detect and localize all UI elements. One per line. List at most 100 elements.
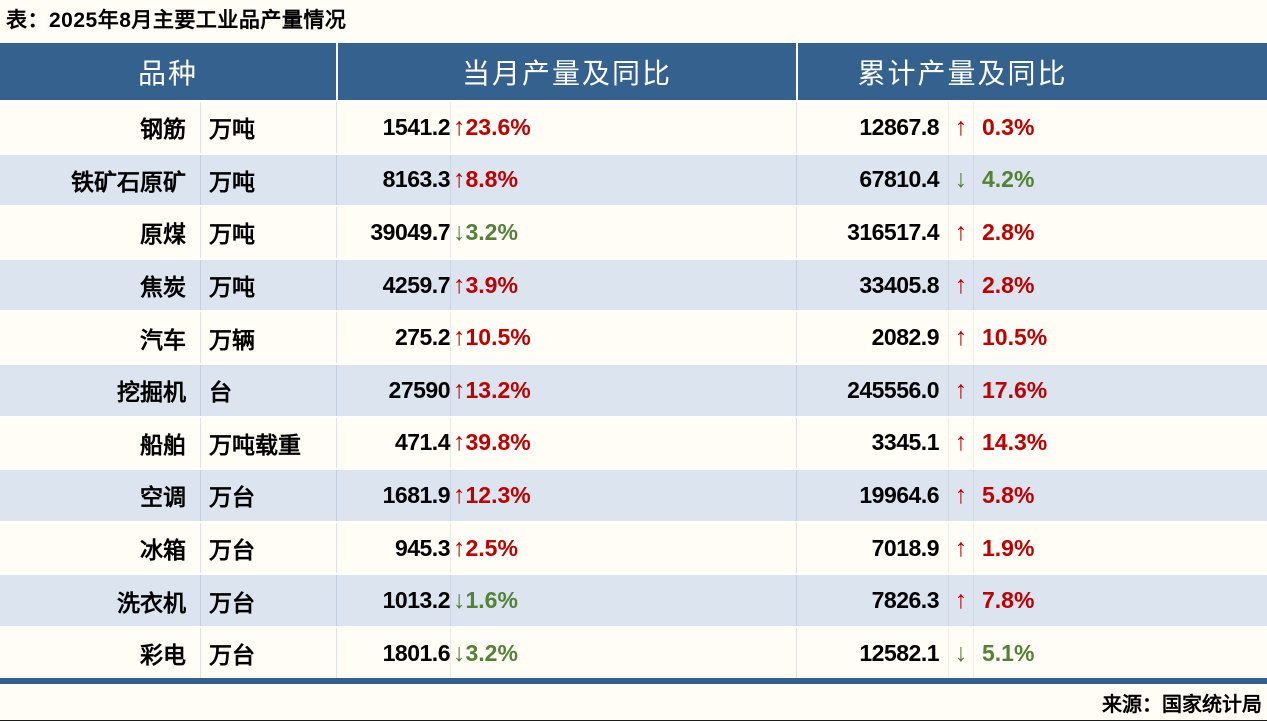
table-row: 挖掘机 台 27590 ↑ 13.2% 245556.0 ↑ 17.6% <box>0 362 1267 416</box>
monthly-value: 275.2 <box>336 312 451 363</box>
header-monthly-output: 当月产量及同比 <box>336 43 796 100</box>
cumulative-value: 12867.8 <box>796 102 948 153</box>
cumulative-value: 33405.8 <box>796 259 948 311</box>
monthly-percent: 12.3% <box>465 481 531 508</box>
table-row: 洗衣机 万台 1013.2 ↓ 1.6% 7826.3 ↑ 7.8% <box>0 573 1267 626</box>
table-row: 焦炭 万吨 4259.7 ↑ 3.9% 33405.8 ↑ 2.8% <box>0 257 1267 311</box>
monthly-percent: 3.2% <box>465 218 518 245</box>
table-row: 钢筋 万吨 1541.2 ↑ 23.6% 12867.8 ↑ 0.3% <box>0 100 1267 153</box>
page-title: 表：2025年8月主要工业品产量情况 <box>6 9 347 32</box>
table-row: 空调 万台 1681.9 ↑ 12.3% 19964.6 ↑ 5.8% <box>0 468 1267 521</box>
cumulative-trend-arrow-icon: ↑ <box>948 522 973 574</box>
cumulative-value: 67810.4 <box>796 154 948 206</box>
monthly-change: ↑ 39.8% <box>450 417 796 469</box>
header-cumulative-output: 累计产量及同比 <box>796 43 1267 100</box>
monthly-change: ↑ 12.3% <box>450 470 796 521</box>
table-header-row: 品种 当月产量及同比 累计产量及同比 <box>0 43 1267 100</box>
product-unit: 万吨 <box>200 102 336 153</box>
cumulative-percent: 17.6% <box>973 364 1267 416</box>
cumulative-trend-arrow-icon: ↑ <box>948 417 973 469</box>
cumulative-value: 3345.1 <box>796 417 948 469</box>
product-unit: 万台 <box>200 470 336 521</box>
table-bottom-rule <box>0 678 1267 684</box>
monthly-percent: 3.9% <box>465 271 518 298</box>
product-unit: 万吨 <box>200 207 336 258</box>
monthly-change: ↑ 2.5% <box>450 522 796 574</box>
monthly-trend-arrow-icon: ↑ <box>453 428 466 457</box>
product-unit: 万台 <box>200 575 336 626</box>
table-row: 原煤 万吨 39049.7 ↓ 3.2% 316517.4 ↑ 2.8% <box>0 205 1267 258</box>
monthly-change: ↓ 3.2% <box>450 627 796 679</box>
monthly-percent: 10.5% <box>465 324 531 351</box>
product-unit: 万吨 <box>200 259 336 311</box>
cumulative-trend-arrow-icon: ↑ <box>948 312 973 363</box>
monthly-change: ↑ 23.6% <box>450 102 796 153</box>
cumulative-value: 12582.1 <box>796 627 948 679</box>
product-unit: 万吨载重 <box>200 417 336 469</box>
product-name: 彩电 <box>140 642 186 669</box>
monthly-change: ↑ 13.2% <box>450 364 796 416</box>
monthly-value: 1541.2 <box>336 102 451 153</box>
monthly-value: 1681.9 <box>336 470 451 521</box>
cumulative-percent: 5.8% <box>973 470 1267 521</box>
monthly-change: ↓ 3.2% <box>450 207 796 258</box>
product-name: 焦炭 <box>140 274 186 301</box>
monthly-value: 4259.7 <box>336 259 451 311</box>
cumulative-percent: 7.8% <box>973 575 1267 626</box>
cumulative-percent: 5.1% <box>973 627 1267 679</box>
monthly-trend-arrow-icon: ↑ <box>453 323 466 352</box>
product-name: 洗衣机 <box>117 589 186 616</box>
cumulative-value: 7018.9 <box>796 522 948 574</box>
product-name: 空调 <box>140 484 186 511</box>
monthly-value: 1013.2 <box>336 575 451 626</box>
monthly-trend-arrow-icon: ↑ <box>453 270 466 299</box>
cumulative-percent: 2.8% <box>973 207 1267 258</box>
product-name: 挖掘机 <box>117 379 186 406</box>
table-row: 铁矿石原矿 万吨 8163.3 ↑ 8.8% 67810.4 ↓ 4.2% <box>0 152 1267 206</box>
monthly-value: 471.4 <box>336 417 451 469</box>
monthly-trend-arrow-icon: ↑ <box>453 165 466 194</box>
product-name: 钢筋 <box>140 116 186 143</box>
monthly-percent: 8.8% <box>465 166 518 193</box>
monthly-trend-arrow-icon: ↑ <box>453 375 466 404</box>
cumulative-value: 19964.6 <box>796 470 948 521</box>
monthly-trend-arrow-icon: ↑ <box>453 112 466 141</box>
monthly-trend-arrow-icon: ↑ <box>453 480 466 509</box>
product-unit: 万台 <box>200 522 336 574</box>
product-name: 原煤 <box>140 221 186 248</box>
cumulative-percent: 4.2% <box>973 154 1267 206</box>
cumulative-trend-arrow-icon: ↑ <box>948 207 973 258</box>
table-row: 彩电 万台 1801.6 ↓ 3.2% 12582.1 ↓ 5.1% <box>0 625 1267 679</box>
monthly-value: 27590 <box>336 364 451 416</box>
monthly-percent: 39.8% <box>465 429 531 456</box>
monthly-trend-arrow-icon: ↓ <box>453 217 466 246</box>
monthly-value: 39049.7 <box>336 207 451 258</box>
monthly-value: 8163.3 <box>336 154 451 206</box>
header-product: 品种 <box>137 58 198 90</box>
product-unit: 台 <box>200 364 336 416</box>
cumulative-trend-arrow-icon: ↑ <box>948 575 973 626</box>
monthly-percent: 13.2% <box>465 376 531 403</box>
table-row: 船舶 万吨载重 471.4 ↑ 39.8% 3345.1 ↑ 14.3% <box>0 415 1267 469</box>
cumulative-trend-arrow-icon: ↑ <box>948 364 973 416</box>
product-unit: 万吨 <box>200 154 336 206</box>
cumulative-percent: 14.3% <box>973 417 1267 469</box>
cumulative-trend-arrow-icon: ↑ <box>948 102 973 153</box>
monthly-percent: 3.2% <box>465 639 518 666</box>
monthly-percent: 2.5% <box>465 534 518 561</box>
product-name: 汽车 <box>140 326 186 353</box>
cumulative-trend-arrow-icon: ↑ <box>948 470 973 521</box>
cumulative-percent: 10.5% <box>973 312 1267 363</box>
cumulative-trend-arrow-icon: ↓ <box>948 154 973 206</box>
monthly-trend-arrow-icon: ↓ <box>453 638 466 667</box>
cumulative-percent: 0.3% <box>973 102 1267 153</box>
cumulative-trend-arrow-icon: ↓ <box>948 627 973 679</box>
monthly-percent: 23.6% <box>465 113 531 140</box>
product-name: 冰箱 <box>140 537 186 564</box>
cumulative-value: 316517.4 <box>796 207 948 258</box>
monthly-trend-arrow-icon: ↑ <box>453 533 466 562</box>
monthly-change: ↓ 1.6% <box>450 575 796 626</box>
monthly-change: ↑ 8.8% <box>450 154 796 206</box>
source-note: 来源：国家统计局 <box>1102 694 1262 716</box>
monthly-value: 1801.6 <box>336 627 451 679</box>
